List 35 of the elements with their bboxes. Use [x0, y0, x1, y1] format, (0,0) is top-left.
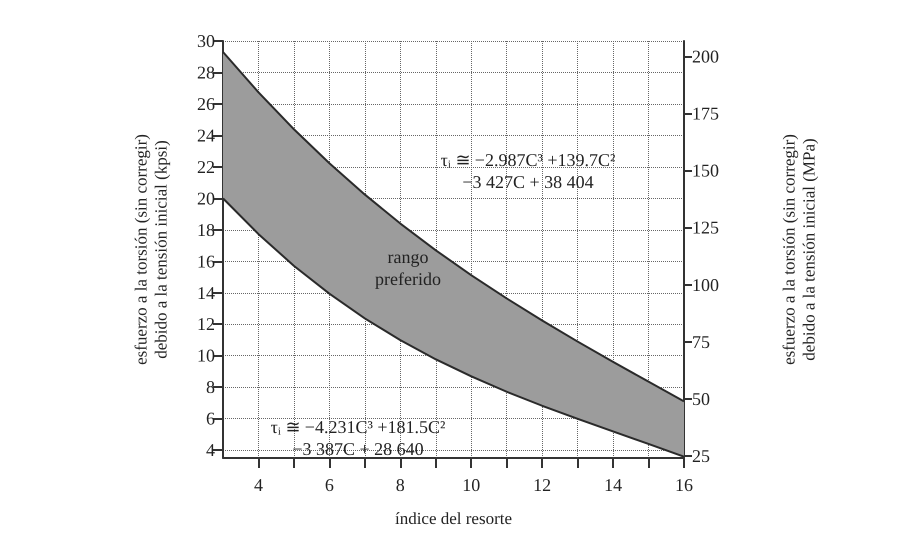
y2-axis-title: esfuerzo a la torsión (sin corregir) debido a la tensión inicial (MPa): [780, 134, 818, 365]
x-tick-label: 14: [604, 475, 622, 495]
y-tick-label: 26: [197, 94, 215, 114]
y-tick-label: 16: [197, 251, 215, 272]
y-tick-label: 24: [197, 125, 215, 146]
y-tick-label: 18: [197, 220, 215, 240]
x-tick-label: 10: [462, 475, 480, 495]
y-tick-label: 30: [197, 31, 215, 51]
x-tick-label: 16: [675, 475, 693, 495]
y-tick-label: 14: [197, 282, 215, 303]
x-tick-label: 6: [324, 475, 334, 495]
y-tick-label: 6: [206, 408, 215, 429]
y2-tick-label: 150: [692, 160, 719, 181]
y2-tick-label: 25: [692, 446, 710, 466]
y2-tick-label: 75: [692, 332, 710, 352]
annotation: rango preferido: [375, 247, 441, 289]
annotation: τᵢ ≅ −4.231C³ +181.5C² −3 387C + 28 640: [270, 417, 446, 459]
y2-tick-label: 125: [692, 218, 719, 238]
y-tick-label: 8: [206, 377, 215, 398]
y2-tick-label: 175: [692, 104, 719, 124]
y-axis-title: esfuerzo a la torsión (sin corregir) debido a la tensión inicial (kpsi): [132, 134, 170, 365]
y2-tick-label: 200: [692, 46, 719, 67]
x-tick-label: 4: [254, 475, 263, 495]
y-tick-label: 10: [197, 346, 215, 366]
y-tick-label: 20: [197, 188, 215, 208]
x-axis-title: índice del resorte: [394, 509, 512, 528]
y2-tick-label: 50: [692, 388, 710, 409]
y-tick-label: 4: [206, 440, 215, 460]
x-tick-label: 12: [533, 475, 552, 495]
x-tick-label: 8: [396, 475, 405, 495]
y-tick-label: 22: [197, 156, 215, 177]
y-tick-label: 28: [197, 62, 215, 82]
annotation: τᵢ ≅ −2.987C³ +139.7C² −3 427C + 38 404: [440, 150, 616, 192]
y-tick-label: 12: [197, 314, 215, 334]
y2-tick-label: 100: [692, 274, 719, 295]
